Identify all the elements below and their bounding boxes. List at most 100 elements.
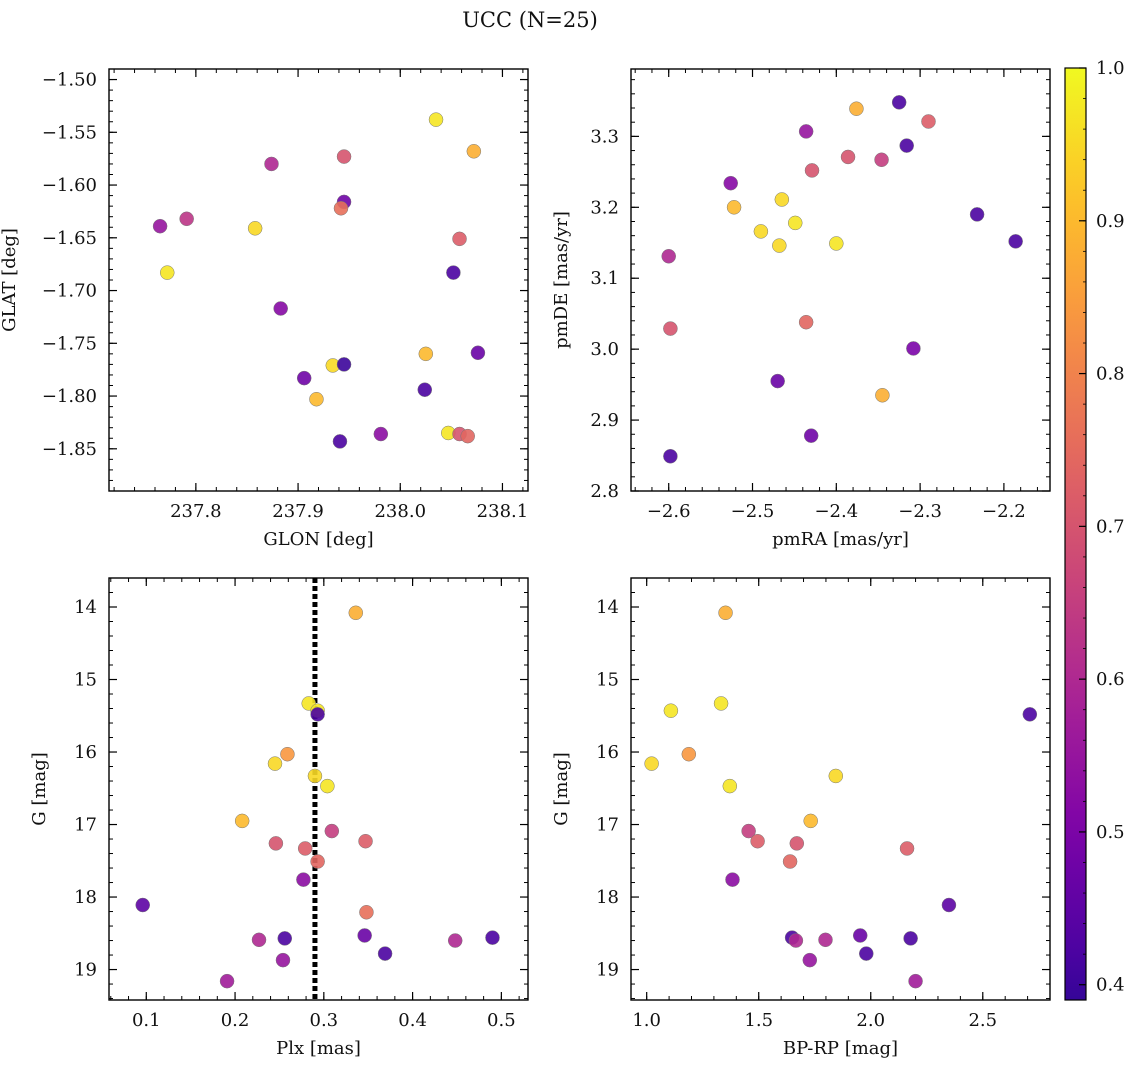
- x-tick-label: 0.1: [132, 1010, 161, 1031]
- data-point: [803, 813, 818, 829]
- x-axis-label: BP-RP [mag]: [783, 1038, 898, 1059]
- data-layer: [152, 112, 486, 449]
- data-point: [373, 426, 389, 442]
- data-point: [446, 265, 461, 280]
- data-point: [264, 156, 279, 172]
- x-tick-label: 238.1: [477, 501, 529, 522]
- data-point: [358, 833, 373, 849]
- x-tick-label: 0.3: [310, 1010, 339, 1031]
- data-point: [1008, 234, 1023, 249]
- y-tick-label: −1.80: [42, 386, 97, 407]
- data-point: [417, 382, 433, 397]
- y-tick-label: 15: [596, 670, 619, 691]
- data-point: [377, 946, 393, 961]
- x-tick-label: 0.2: [221, 1010, 250, 1031]
- data-point: [348, 605, 364, 621]
- data-point: [849, 101, 864, 116]
- data-point: [725, 872, 740, 887]
- data-point: [891, 95, 907, 110]
- y-tick-label: 3.2: [590, 197, 619, 218]
- y-tick-label: 17: [74, 815, 97, 836]
- data-point: [297, 841, 313, 856]
- data-point: [267, 756, 283, 771]
- data-point: [753, 224, 769, 239]
- y-tick-label: 17: [596, 815, 619, 836]
- data-point: [460, 428, 475, 444]
- data-point: [307, 768, 323, 784]
- colorbar-tick-label: 0.6: [1096, 669, 1125, 690]
- y-tick-label: 14: [74, 597, 97, 618]
- data-point: [681, 746, 697, 762]
- y-tick-label: −1.65: [42, 228, 97, 249]
- data-point: [906, 341, 921, 356]
- data-point: [875, 388, 890, 403]
- data-point: [219, 973, 235, 989]
- data-point: [152, 218, 168, 234]
- x-tick-label: 1.0: [632, 1010, 661, 1031]
- y-axis-label: pmDE [mas/yr]: [551, 211, 572, 349]
- data-point: [309, 391, 324, 407]
- data-point: [320, 778, 335, 794]
- y-axis-label: GLAT [deg]: [0, 228, 20, 332]
- data-point: [466, 144, 482, 159]
- data-layer: [644, 605, 1038, 989]
- data-point: [798, 314, 814, 330]
- colorbar-tick-label: 1.0: [1096, 58, 1125, 79]
- panel-bprp-g: 1.0 1.5 2.0 2.5 14 15 16 17 18 19 BP-RP [mag] G [ma…: [551, 577, 1051, 1059]
- y-tick-label: 16: [596, 742, 619, 763]
- y-tick-label: 3.1: [590, 268, 619, 289]
- axes-frame: [630, 68, 1051, 492]
- data-point: [789, 836, 805, 851]
- y-axis-label: G [mag]: [29, 752, 50, 825]
- x-axis-label: pmRA [mas/yr]: [772, 529, 909, 550]
- x-axis-label: Plx [mas]: [276, 1038, 361, 1059]
- data-point: [1022, 707, 1038, 722]
- data-point: [418, 346, 434, 362]
- y-tick-label: 3.0: [590, 339, 619, 360]
- data-point: [722, 778, 738, 794]
- x-tick-label: 2.0: [856, 1010, 885, 1031]
- y-tick-label: 15: [74, 670, 97, 691]
- figure-title: UCC (N=25): [462, 8, 598, 32]
- data-point: [782, 854, 798, 869]
- y-axis-label: G [mag]: [551, 752, 572, 825]
- data-point: [663, 703, 679, 718]
- data-point: [803, 428, 819, 443]
- data-point: [251, 932, 267, 948]
- panel-plx-g: 0.1 0.2 0.3 0.4 0.5 14 15 16 17 18 19 Plx [mas] G [m…: [29, 577, 529, 1059]
- y-tick-label: −1.70: [42, 281, 97, 302]
- x-tick-label: 237.8: [170, 501, 222, 522]
- colorbar-tick-label: 0.4: [1096, 975, 1125, 996]
- x-tick-label: 0.5: [487, 1010, 516, 1031]
- data-point: [802, 952, 818, 968]
- axes-frame: [630, 577, 1051, 1001]
- data-point: [899, 841, 915, 856]
- y-tick-label: −1.55: [42, 122, 97, 143]
- data-point: [661, 248, 676, 264]
- data-point: [485, 930, 500, 945]
- data-point: [798, 124, 814, 139]
- data-point: [135, 897, 150, 913]
- x-tick-label: 1.5: [744, 1010, 773, 1031]
- data-point: [324, 823, 340, 839]
- data-point: [859, 946, 874, 961]
- y-tick-label: 14: [596, 597, 619, 618]
- data-point: [644, 756, 659, 771]
- data-point: [247, 221, 263, 236]
- data-point: [840, 149, 856, 165]
- x-tick-label: −2.5: [731, 501, 775, 522]
- y-tick-label: −1.60: [42, 175, 97, 196]
- data-point: [899, 138, 914, 153]
- colorbar: 0.4 0.5 0.6 0.7 0.8 0.9 1.0: [1064, 58, 1125, 1001]
- y-tick-label: 16: [74, 742, 97, 763]
- data-point: [908, 973, 923, 989]
- x-tick-label: −2.2: [982, 501, 1026, 522]
- data-point: [179, 211, 194, 227]
- data-point: [852, 928, 868, 943]
- y-tick-label: 3.3: [590, 126, 619, 147]
- data-point: [774, 192, 790, 207]
- data-point: [336, 149, 352, 164]
- data-point: [452, 231, 467, 247]
- colorbar-tick-label: 0.7: [1096, 516, 1125, 537]
- data-point: [663, 321, 678, 336]
